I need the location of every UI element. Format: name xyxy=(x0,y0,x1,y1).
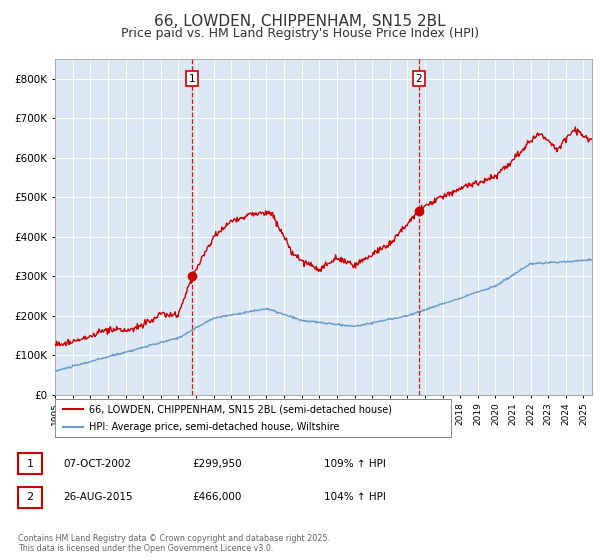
Text: Price paid vs. HM Land Registry's House Price Index (HPI): Price paid vs. HM Land Registry's House … xyxy=(121,27,479,40)
Text: 1: 1 xyxy=(26,459,34,469)
Text: 1: 1 xyxy=(188,73,196,83)
Text: 66, LOWDEN, CHIPPENHAM, SN15 2BL: 66, LOWDEN, CHIPPENHAM, SN15 2BL xyxy=(154,14,446,29)
Text: Contains HM Land Registry data © Crown copyright and database right 2025.
This d: Contains HM Land Registry data © Crown c… xyxy=(18,534,330,553)
Text: HPI: Average price, semi-detached house, Wiltshire: HPI: Average price, semi-detached house,… xyxy=(89,422,339,432)
Text: £466,000: £466,000 xyxy=(192,492,241,502)
Text: 26-AUG-2015: 26-AUG-2015 xyxy=(63,492,133,502)
Text: 07-OCT-2002: 07-OCT-2002 xyxy=(63,459,131,469)
Text: 2: 2 xyxy=(26,492,34,502)
Text: 66, LOWDEN, CHIPPENHAM, SN15 2BL (semi-detached house): 66, LOWDEN, CHIPPENHAM, SN15 2BL (semi-d… xyxy=(89,404,392,414)
Text: 2: 2 xyxy=(415,73,422,83)
Text: £299,950: £299,950 xyxy=(192,459,242,469)
Text: 104% ↑ HPI: 104% ↑ HPI xyxy=(324,492,386,502)
Text: 109% ↑ HPI: 109% ↑ HPI xyxy=(324,459,386,469)
